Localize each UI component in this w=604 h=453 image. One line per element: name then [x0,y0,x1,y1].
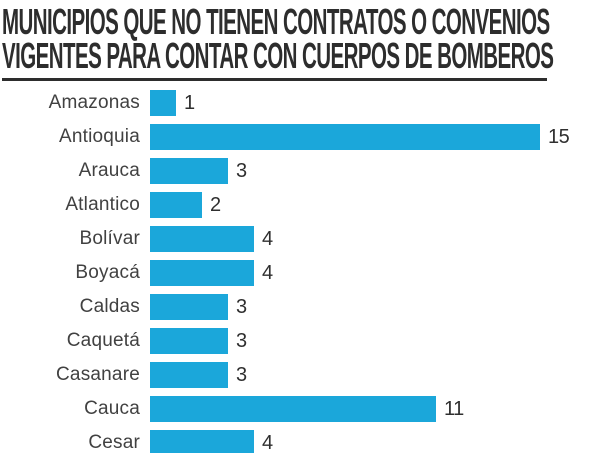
title-underline-rule [2,78,547,81]
bar-rows: Amazonas 1 Antioquia 15 Arauca 3 Atlanti… [2,90,604,453]
value-label: 3 [236,159,247,182]
category-label: Atlantico [65,194,140,215]
value-label: 4 [262,227,273,250]
category-label: Caquetá [66,330,140,351]
bar-row: Bolívar 4 [2,226,604,252]
category-label: Cesar [88,432,140,453]
bar [150,362,228,388]
value-label: 3 [236,363,247,386]
chart-title-line-2: VIGENTES PARA CONTAR CON CUERPOS DE BOMB… [2,35,554,76]
chart-title-line-1: MUNICIPIOS QUE NO TIENEN CONTRATOS O CON… [2,1,550,42]
bar-row: Atlantico 2 [2,192,604,218]
bar [150,124,540,150]
category-label: Casanare [56,364,140,385]
value-label: 15 [548,125,570,148]
bar [150,294,228,320]
category-label: Caldas [79,296,140,317]
category-label: Cauca [84,398,140,419]
category-label: Bolívar [79,228,140,249]
bar-row: Boyacá 4 [2,260,604,286]
value-label: 2 [210,193,221,216]
value-label: 4 [262,261,273,284]
bar [150,90,176,116]
bar-row: Caldas 3 [2,294,604,320]
value-label: 4 [262,431,273,453]
bar-row: Casanare 3 [2,362,604,388]
bar [150,192,202,218]
category-label: Boyacá [75,262,140,283]
bar-row: Arauca 3 [2,158,604,184]
bar-row: Caquetá 3 [2,328,604,354]
bar-row: Cauca 11 [2,396,604,422]
chart-title: MUNICIPIOS QUE NO TIENEN CONTRATOS O CON… [2,1,604,81]
bar [150,396,436,422]
bar [150,226,254,252]
bar-row: Antioquia 15 [2,124,604,150]
category-label: Antioquia [58,126,140,147]
bar [150,158,228,184]
value-label: 11 [444,397,464,420]
category-label: Arauca [78,160,140,181]
bar [150,260,254,286]
value-label: 3 [236,329,247,352]
value-label: 1 [184,91,195,114]
bar [150,328,228,354]
bar-row: Cesar 4 [2,430,604,453]
bar [150,430,254,453]
value-label: 3 [236,295,247,318]
bar-row: Amazonas 1 [2,90,604,116]
category-label: Amazonas [48,92,140,113]
